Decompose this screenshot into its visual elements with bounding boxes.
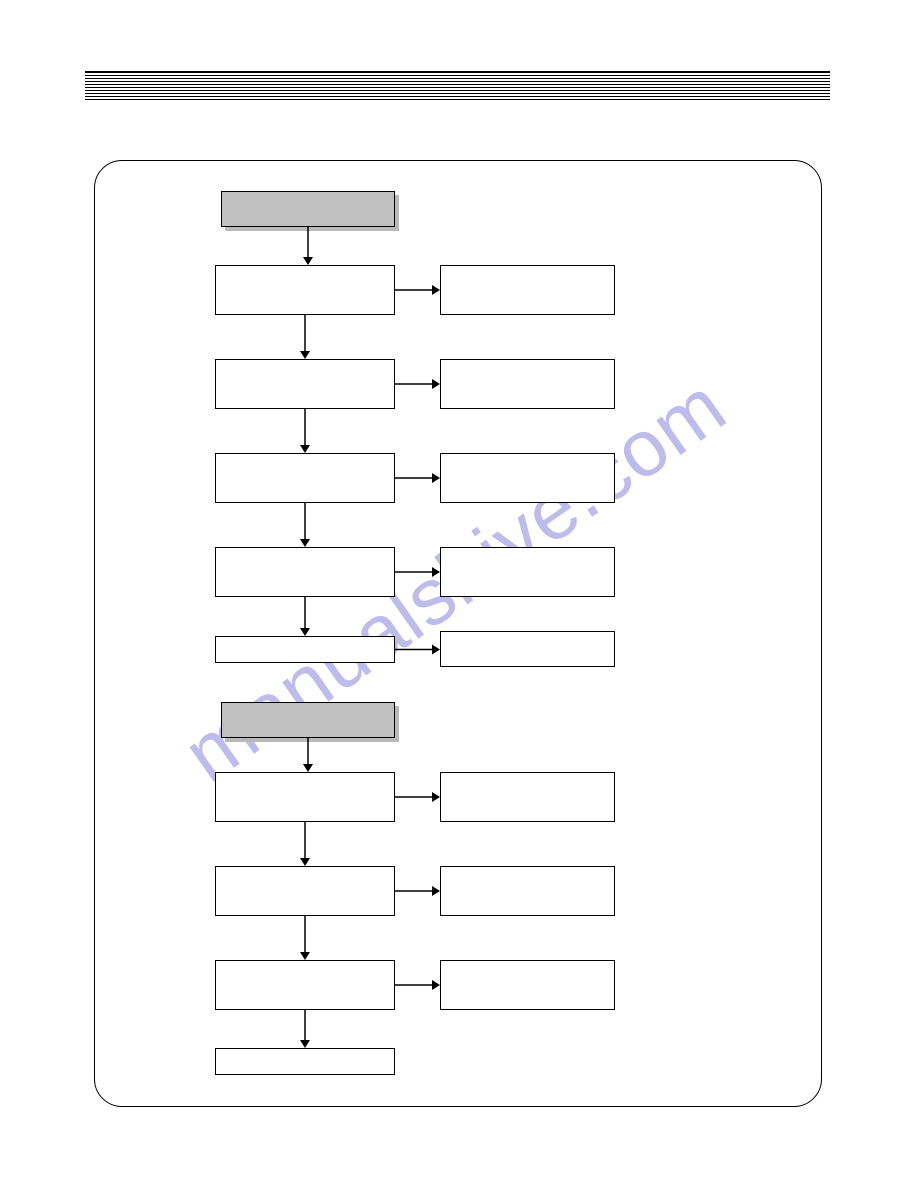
header-rule <box>85 84 830 85</box>
flow-step-right <box>440 359 615 409</box>
flow-step-right <box>440 265 615 315</box>
flow-step-left <box>215 636 395 663</box>
flow-step-right <box>440 960 615 1010</box>
header-rule <box>85 96 830 97</box>
flow-step-left <box>215 453 395 503</box>
flow-step-right <box>440 547 615 597</box>
header-rule <box>85 81 830 82</box>
flow-start <box>221 702 395 738</box>
header-rule <box>85 78 830 79</box>
header-rule <box>85 87 830 88</box>
flow-start <box>221 191 395 227</box>
flow-step-left <box>215 265 395 315</box>
header-rule <box>85 93 830 94</box>
header-rule <box>85 75 830 76</box>
flow-step-left <box>215 547 395 597</box>
flow-step-left <box>215 772 395 822</box>
page-root: manualshive.com <box>0 0 918 1188</box>
header-rule <box>85 71 830 73</box>
flow-step-right <box>440 772 615 822</box>
flow-step-right <box>440 866 615 916</box>
header-rule <box>85 90 830 91</box>
flow-step-right <box>440 453 615 503</box>
flow-step-left <box>215 960 395 1010</box>
header-rule <box>85 99 830 100</box>
flow-step-left <box>215 359 395 409</box>
flow-step-left <box>215 1048 395 1075</box>
flow-step-right <box>440 631 615 667</box>
flow-step-left <box>215 866 395 916</box>
